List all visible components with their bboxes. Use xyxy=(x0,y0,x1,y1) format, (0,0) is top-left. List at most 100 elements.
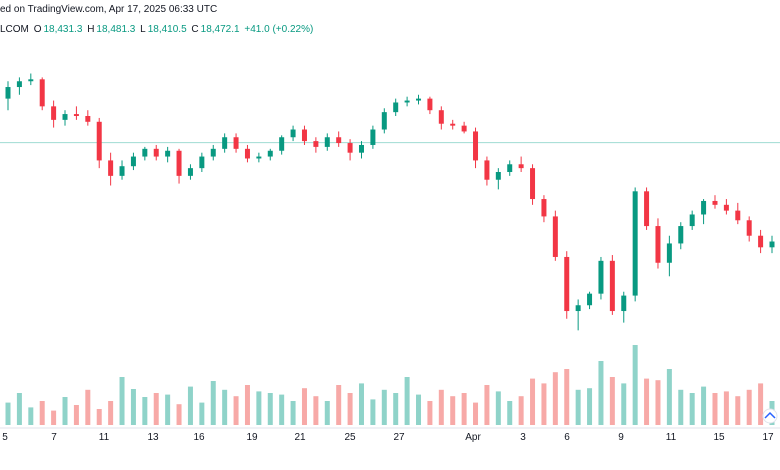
volume-bar xyxy=(176,404,182,425)
candle xyxy=(564,251,570,319)
candle xyxy=(233,133,239,153)
candle xyxy=(735,202,741,225)
candle xyxy=(495,168,501,190)
volume-bar xyxy=(39,401,45,425)
volume-bar xyxy=(233,396,239,425)
candles xyxy=(5,73,775,331)
candle xyxy=(701,199,707,225)
candle xyxy=(347,139,353,161)
candle xyxy=(28,73,34,86)
x-tick-label: 7 xyxy=(51,432,57,443)
volume-bar xyxy=(108,401,114,425)
close-label: C xyxy=(191,24,199,35)
volume-bar xyxy=(427,401,433,425)
candle xyxy=(16,77,22,95)
volume-bar xyxy=(165,394,171,425)
candle xyxy=(279,135,285,155)
volume-bar xyxy=(347,393,353,425)
candle xyxy=(393,98,399,116)
volume-bar xyxy=(222,389,228,425)
candle xyxy=(746,216,752,242)
x-tick-label: 11 xyxy=(666,432,677,443)
candle xyxy=(324,133,330,151)
volume-bars xyxy=(5,345,775,425)
volume-bar xyxy=(210,381,216,425)
close-value: 18,472.1 xyxy=(200,24,240,35)
candle xyxy=(210,144,216,161)
volume-bar xyxy=(51,410,57,425)
volume-bar xyxy=(16,393,22,425)
x-tick-label: 9 xyxy=(618,432,624,443)
candle xyxy=(689,210,695,230)
x-tick-label: 17 xyxy=(762,432,774,443)
high-label: H xyxy=(87,24,95,35)
volume-bar xyxy=(518,396,524,425)
x-tick-label: Apr xyxy=(465,432,481,443)
volume-bar xyxy=(666,369,672,425)
candle xyxy=(336,131,342,147)
low-label: L xyxy=(140,24,146,35)
candle xyxy=(358,141,364,159)
candle xyxy=(769,235,775,254)
volume-bar xyxy=(461,393,467,425)
candle xyxy=(450,119,456,130)
volume-bar xyxy=(678,389,684,425)
volume-bar xyxy=(313,396,319,425)
volume-bar xyxy=(473,402,479,425)
x-tick-label: 5 xyxy=(2,432,8,443)
volume-bar xyxy=(689,393,695,425)
candle xyxy=(518,156,524,172)
volume-bar xyxy=(85,389,91,425)
candle xyxy=(244,144,250,163)
open-value: 18,431.3 xyxy=(43,24,83,35)
candle xyxy=(666,235,672,277)
symbol-label: LCOM xyxy=(0,24,29,35)
candle xyxy=(51,100,57,128)
x-tick-label: 6 xyxy=(564,432,570,443)
candle xyxy=(256,152,262,163)
x-tick-label: 3 xyxy=(520,432,526,443)
candle xyxy=(370,125,376,149)
candle xyxy=(153,144,159,161)
candle xyxy=(427,96,433,115)
volume-bar xyxy=(621,383,627,425)
volume-bar xyxy=(484,385,490,425)
volume-bar xyxy=(336,385,342,425)
candle xyxy=(381,108,387,134)
volume-bar xyxy=(393,393,399,425)
candle xyxy=(222,133,228,153)
candle xyxy=(552,210,558,261)
candle xyxy=(187,164,193,180)
candle xyxy=(507,160,513,176)
volume-bar xyxy=(187,386,193,425)
candle xyxy=(301,125,307,145)
volume-bar xyxy=(735,396,741,425)
candle xyxy=(473,127,479,169)
candle xyxy=(598,256,604,300)
volume-bar xyxy=(96,409,102,425)
volume-bar xyxy=(142,397,148,425)
candle xyxy=(73,106,79,120)
volume-bar xyxy=(199,402,205,425)
volume-bar xyxy=(153,393,159,425)
volume-bar xyxy=(73,405,79,425)
candle xyxy=(575,299,581,331)
tradingview-logo-icon xyxy=(762,408,778,424)
volume-bar xyxy=(381,389,387,425)
volume-bar xyxy=(701,386,707,425)
candle xyxy=(758,229,764,254)
candle xyxy=(723,199,729,215)
candle xyxy=(609,255,615,315)
candle xyxy=(142,146,148,161)
candle xyxy=(176,148,182,184)
volume-bar xyxy=(495,391,501,425)
volume-bar xyxy=(598,361,604,425)
candle xyxy=(587,291,593,310)
volume-bar xyxy=(609,377,615,425)
candle xyxy=(130,152,136,171)
candle xyxy=(96,117,102,169)
volume-bar xyxy=(416,394,422,425)
chart-source-header: ed on TradingView.com, Apr 17, 2025 06:3… xyxy=(0,4,217,15)
candle xyxy=(5,81,11,111)
